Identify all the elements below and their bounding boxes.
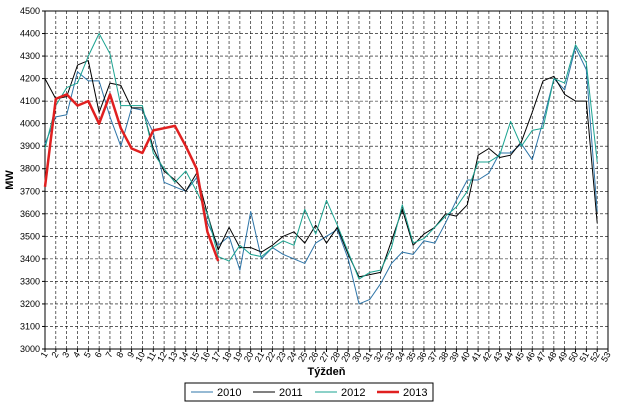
x-tick-label: 23 xyxy=(274,350,288,364)
x-tick-label: 34 xyxy=(393,350,407,364)
x-tick-label: 8 xyxy=(114,350,125,359)
x-tick-label: 50 xyxy=(567,350,581,364)
y-tick-label: 4400 xyxy=(20,29,40,39)
x-tick-label: 49 xyxy=(556,350,570,364)
x-tick-label: 25 xyxy=(296,350,310,364)
y-tick-label: 3900 xyxy=(20,141,40,151)
x-tick-label: 6 xyxy=(93,350,104,359)
x-tick-label: 7 xyxy=(104,350,115,359)
y-tick-label: 3600 xyxy=(20,209,40,219)
x-tick-label: 35 xyxy=(404,350,418,364)
legend-label-2012: 2012 xyxy=(341,387,365,399)
grid xyxy=(45,11,608,349)
x-tick-label: 44 xyxy=(502,350,516,364)
y-tick-label: 4300 xyxy=(20,51,40,61)
x-tick-label: 33 xyxy=(383,350,397,364)
x-tick-label: 16 xyxy=(198,350,212,364)
x-tick-label: 36 xyxy=(415,350,429,364)
y-tick-label: 3100 xyxy=(20,321,40,331)
x-tick-label: 18 xyxy=(220,350,234,364)
legend: 2010 2011 2012 2013 xyxy=(184,382,434,402)
y-tick-label: 3700 xyxy=(20,186,40,196)
x-tick-label: 2 xyxy=(49,350,60,359)
x-tick-label: 22 xyxy=(263,350,277,364)
y-tick-label: 3000 xyxy=(20,344,40,354)
x-tick-label: 47 xyxy=(534,350,548,364)
series-lines xyxy=(43,33,598,305)
x-tick-label: 17 xyxy=(209,350,223,364)
x-tick-label: 14 xyxy=(177,350,191,364)
y-tick-label: 3200 xyxy=(20,299,40,309)
x-tick-label: 38 xyxy=(437,350,451,364)
x-tick-label: 45 xyxy=(512,350,526,364)
legend-label-2010: 2010 xyxy=(217,387,241,399)
x-tick-label: 51 xyxy=(577,350,591,364)
y-tick-label: 3800 xyxy=(20,164,40,174)
y-axis-title: MW xyxy=(4,170,16,190)
x-tick-label: 10 xyxy=(134,350,148,364)
x-tick-label: 3 xyxy=(60,350,71,359)
x-tick-label: 4 xyxy=(71,350,82,359)
series-line-2012 xyxy=(44,33,598,280)
x-tick-label: 29 xyxy=(339,350,353,364)
x-tick-label: 15 xyxy=(188,350,202,364)
x-tick-label: 12 xyxy=(155,350,169,364)
x-tick-label: 52 xyxy=(588,350,602,364)
legend-box xyxy=(184,382,434,402)
x-tick-label: 48 xyxy=(545,350,559,364)
y-tick-label: 4500 xyxy=(20,6,40,16)
x-tick-label: 5 xyxy=(82,350,93,359)
y-tick-label: 3300 xyxy=(20,276,40,286)
x-tick-label: 9 xyxy=(125,350,136,359)
x-tick-label: 13 xyxy=(166,350,180,364)
x-tick-label: 21 xyxy=(253,350,267,364)
x-tick-label: 41 xyxy=(469,350,483,364)
x-tick-label: 37 xyxy=(426,350,440,364)
y-tick-label: 4000 xyxy=(20,119,40,129)
x-tick-label: 19 xyxy=(231,350,245,364)
x-tick-label: 43 xyxy=(491,350,505,364)
x-axis-ticks: 1 2 3 4 5 6 7 8 91011121314151617181920212223242… xyxy=(39,349,613,364)
x-tick-label: 39 xyxy=(447,350,461,364)
x-tick-label: 20 xyxy=(242,350,256,364)
series-line-2010 xyxy=(44,46,598,305)
x-tick-label: 46 xyxy=(523,350,537,364)
series-line-2011 xyxy=(44,60,598,278)
y-tick-label: 4200 xyxy=(20,74,40,84)
x-tick-label: 24 xyxy=(285,350,299,364)
x-tick-label: 53 xyxy=(599,350,613,364)
y-axis-ticks: 3000 3100 3200 3300 3400 3500 3600 3700 3800 3900… xyxy=(20,6,45,354)
x-tick-label: 26 xyxy=(307,350,321,364)
x-tick-label: 42 xyxy=(480,350,494,364)
x-tick-label: 1 xyxy=(39,350,50,359)
x-tick-label: 31 xyxy=(361,350,375,364)
y-tick-label: 3500 xyxy=(20,231,40,241)
x-tick-label: 28 xyxy=(328,350,342,364)
x-tick-label: 11 xyxy=(145,350,158,363)
x-tick-label: 32 xyxy=(372,350,386,364)
x-tick-label: 40 xyxy=(458,350,472,364)
y-tick-label: 4100 xyxy=(20,96,40,106)
legend-label-2013: 2013 xyxy=(403,387,427,399)
y-tick-label: 3400 xyxy=(20,254,40,264)
legend-label-2011: 2011 xyxy=(279,387,303,399)
x-tick-label: 27 xyxy=(318,350,332,364)
x-axis-title: Týždeň xyxy=(308,366,346,378)
series-line-2013 xyxy=(43,93,220,262)
x-tick-label: 30 xyxy=(350,350,364,364)
